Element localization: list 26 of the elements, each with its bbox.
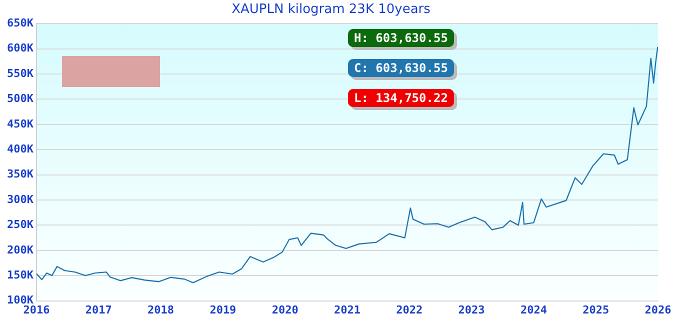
x-tick-label: 2023 — [458, 303, 485, 316]
y-tick-label: 600K — [6, 42, 34, 55]
y-tick-label: 550K — [6, 66, 34, 80]
y-tick-label: 300K — [6, 192, 34, 206]
y-tick-label: 200K — [6, 243, 34, 256]
x-tick-label: 2016 — [23, 303, 50, 316]
annotation: H: 603,630.55 — [348, 29, 454, 47]
x-tick-label: 2026 — [644, 303, 672, 316]
y-tick-label: 400K — [6, 142, 34, 156]
x-tick-label: 2025 — [582, 303, 610, 316]
annotation: C: 603,630.55 — [348, 59, 454, 77]
x-tick-label: 2021 — [334, 303, 361, 316]
y-tick-label: 150K — [6, 268, 34, 282]
y-tick-label: 500K — [6, 92, 34, 106]
x-tick-label: 2017 — [85, 303, 112, 316]
y-tick-label: 350K — [6, 168, 34, 181]
y-tick-label: 450K — [6, 117, 34, 130]
x-tick-label: 2019 — [210, 303, 236, 316]
y-tick-label: 250K — [6, 218, 34, 232]
x-tick-label: 2024 — [520, 303, 548, 316]
chart-title: XAUPLN kilogram 23K 10years — [232, 2, 431, 18]
y-tick-label: 650K — [6, 16, 34, 30]
x-tick-label: 2020 — [272, 303, 298, 316]
x-tick-label: 2022 — [396, 303, 423, 316]
x-tick-label: 2018 — [148, 303, 174, 316]
annotation: L: 134,750.22 — [348, 89, 454, 107]
